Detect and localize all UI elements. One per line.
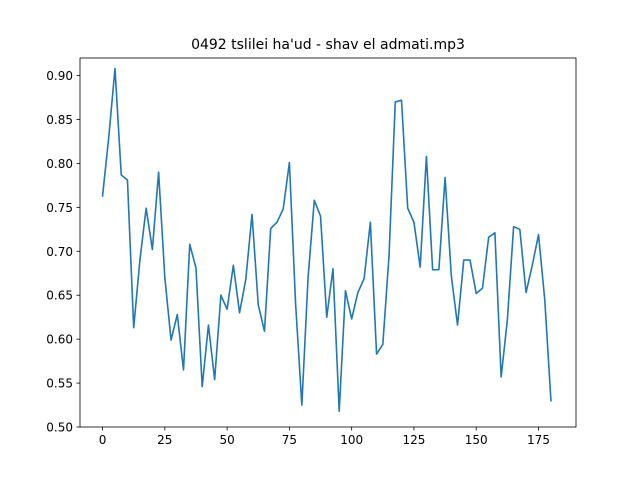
x-tick-label: 0	[99, 433, 107, 447]
y-tick-label: 0.70	[46, 245, 73, 259]
y-tick-label: 0.80	[46, 157, 73, 171]
x-tick-label: 50	[219, 433, 234, 447]
x-tick-label: 125	[402, 433, 425, 447]
y-tick-label: 0.60	[46, 333, 73, 347]
chart-marks: 0 25 50 75 100 125 150 175 0.50 0.55 0.60 0.65 0.70 0…	[46, 67, 552, 447]
x-tick-label: 100	[340, 433, 363, 447]
y-tick-label: 0.75	[46, 201, 73, 215]
x-tick-label: 175	[527, 433, 550, 447]
y-tick-label: 0.90	[46, 69, 73, 83]
y-tick-label: 0.55	[46, 377, 73, 391]
x-tick-label: 150	[465, 433, 488, 447]
y-tick-label: 0.50	[46, 421, 73, 435]
chart-title: 0492 tslilei ha'ud - shav el admati.mp3	[191, 37, 465, 53]
series-line	[101, 67, 552, 412]
y-tick-label: 0.85	[46, 113, 73, 127]
y-tick-label: 0.65	[46, 289, 73, 303]
x-tick-label: 75	[282, 433, 297, 447]
x-tick-label: 25	[157, 433, 172, 447]
plot-frame	[79, 57, 577, 428]
